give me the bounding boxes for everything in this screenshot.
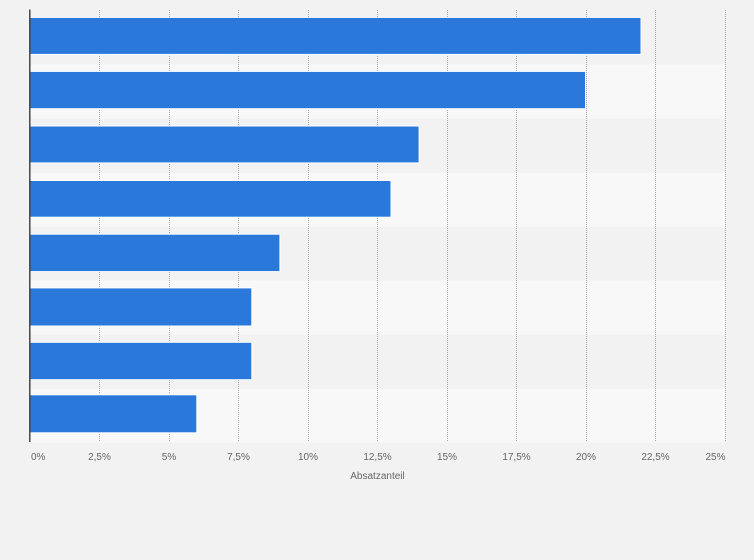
svg-text:25%: 25% — [705, 452, 725, 463]
svg-text:22,5%: 22,5% — [641, 452, 669, 463]
svg-text:2,5%: 2,5% — [88, 452, 111, 463]
svg-text:17,5%: 17,5% — [502, 452, 530, 463]
svg-text:7,5%: 7,5% — [227, 452, 250, 463]
svg-text:5%: 5% — [162, 452, 177, 463]
svg-text:20%: 20% — [576, 452, 596, 463]
svg-text:Absatzanteil: Absatzanteil — [350, 471, 404, 482]
svg-text:10%: 10% — [298, 452, 318, 463]
svg-text:15%: 15% — [437, 452, 457, 463]
svg-text:0%: 0% — [31, 452, 46, 463]
svg-text:12,5%: 12,5% — [363, 452, 391, 463]
